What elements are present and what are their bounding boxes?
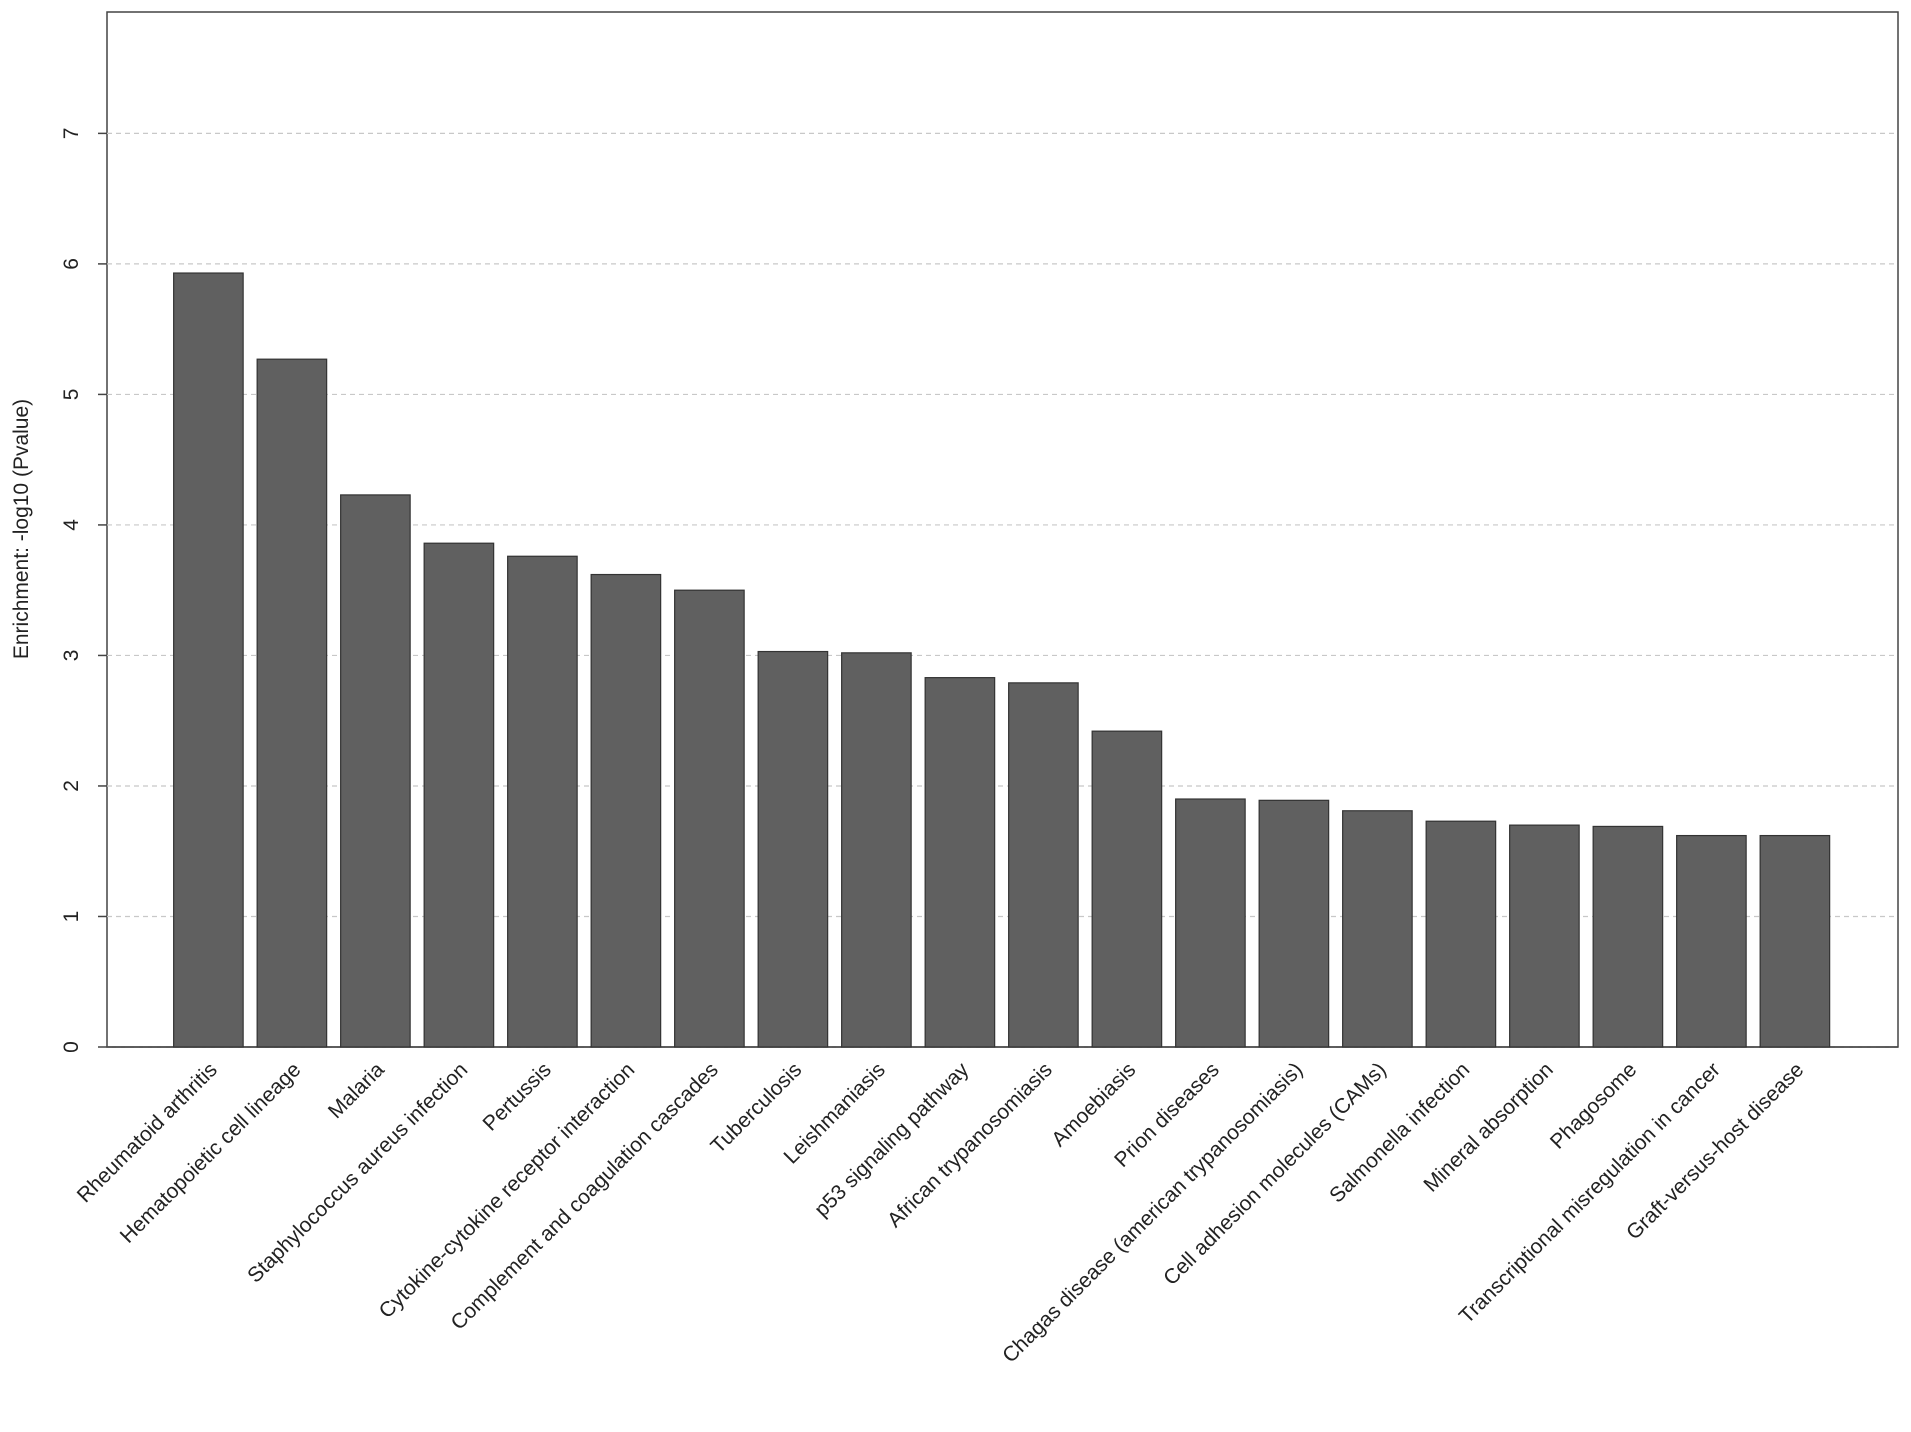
bar <box>1008 682 1079 1048</box>
y-tick-label: 3 <box>60 650 83 662</box>
bar <box>674 589 745 1048</box>
bar <box>924 677 996 1048</box>
x-tick-label: Rheumatoid arthritis <box>73 1058 222 1207</box>
x-tick-label: Malaria <box>324 1058 389 1123</box>
bar <box>1175 798 1246 1048</box>
y-tick-label: 0 <box>60 1041 83 1053</box>
bar <box>590 573 662 1048</box>
y-tick-label: 2 <box>60 780 83 792</box>
bar <box>1759 834 1831 1048</box>
x-tick-label: Amoebiasis <box>1047 1058 1140 1151</box>
x-tick-label: Hematopoietic cell lineage <box>116 1058 306 1248</box>
bar <box>1592 825 1664 1048</box>
bar <box>340 494 411 1048</box>
x-tick-label: Chagas disease (american trypanosomiasis… <box>998 1058 1307 1367</box>
x-tick-label: Salmonella infection <box>1325 1058 1474 1207</box>
y-axis-label: Enrichment: -log10 (Pvalue) <box>10 399 33 659</box>
x-tick-label: Graft-versus-host disease <box>1622 1058 1808 1244</box>
bar <box>1342 810 1413 1048</box>
bar <box>757 650 829 1048</box>
bar <box>1676 834 1747 1048</box>
x-tick-label: Pertussis <box>479 1058 556 1135</box>
x-tick-label: African trypanosomiasis <box>883 1058 1057 1232</box>
bar <box>423 542 495 1048</box>
bar <box>507 555 578 1048</box>
bar <box>1425 820 1497 1048</box>
bar <box>256 358 328 1048</box>
y-tick-label: 7 <box>60 128 83 140</box>
x-tick-label: p53 signaling pathway <box>810 1058 974 1222</box>
bar <box>1258 799 1330 1048</box>
y-tick-label: 5 <box>60 389 83 401</box>
bar <box>173 272 244 1048</box>
y-tick-label: 1 <box>60 911 83 923</box>
bar <box>1509 824 1580 1048</box>
bar <box>1091 730 1163 1048</box>
y-tick-label: 4 <box>60 519 83 531</box>
bar <box>841 652 912 1048</box>
y-tick-label: 6 <box>60 258 83 270</box>
